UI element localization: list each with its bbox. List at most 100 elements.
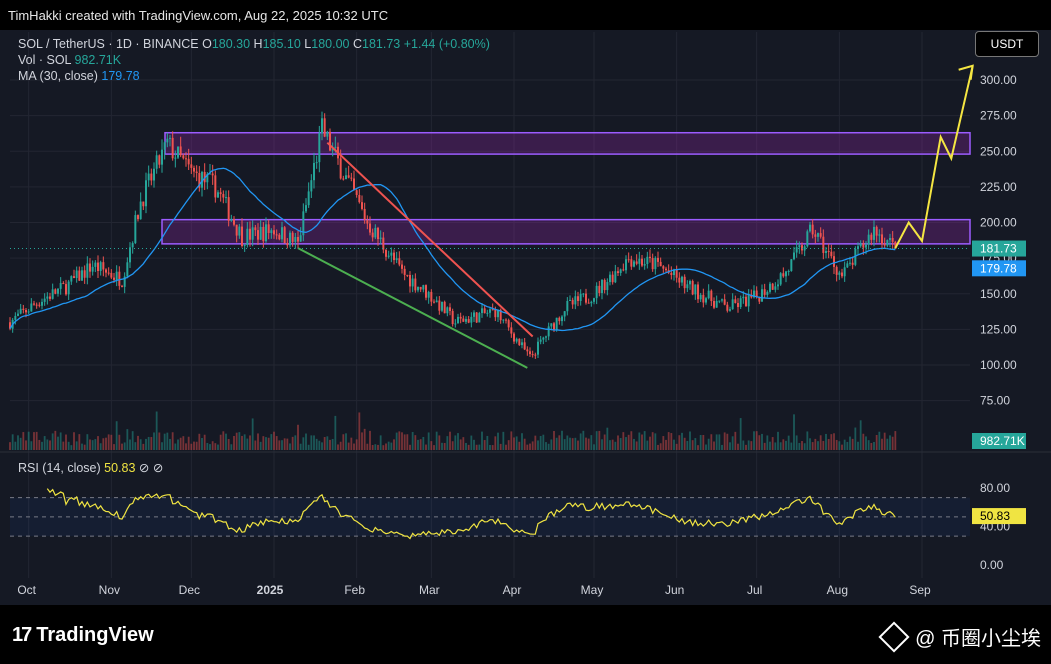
rsi-label[interactable]: RSI (14, close)	[18, 461, 101, 475]
volume-bar	[302, 437, 305, 450]
volume-bar	[155, 411, 158, 450]
volume-bar	[262, 436, 265, 450]
currency-button[interactable]: USDT	[975, 31, 1039, 57]
candle-body	[57, 288, 59, 294]
candle-body	[147, 173, 150, 181]
volume-bar	[137, 435, 139, 450]
symbol-label[interactable]: SOL / TetherUS · 1D · BINANCE	[18, 37, 199, 51]
rsi-tick-label: 0.00	[980, 558, 1004, 572]
volume-bar	[819, 435, 822, 450]
volume-bar	[515, 436, 518, 450]
volume-bar	[862, 433, 865, 450]
candle-body	[737, 302, 739, 308]
volume-bar	[894, 431, 897, 450]
candle-body	[214, 175, 217, 198]
volume-bar	[870, 443, 873, 450]
candle-body	[683, 276, 686, 289]
volume-bar	[737, 443, 739, 450]
volume-bar	[579, 433, 582, 450]
volume-bar	[299, 443, 302, 450]
volume-badge-bg	[972, 433, 1026, 449]
rsi-visibility-icons[interactable]: ⊘ ⊘	[138, 461, 164, 475]
candle-body	[779, 273, 782, 285]
volume-bar	[249, 435, 251, 450]
volume-bar	[321, 442, 323, 450]
time-tick-label: Aug	[827, 583, 848, 597]
candle-body	[465, 319, 467, 322]
candle-body	[726, 304, 729, 311]
volume-bar	[793, 414, 795, 450]
volume-bar	[697, 445, 699, 450]
volume-bar	[798, 442, 801, 450]
candle-body	[217, 192, 219, 198]
volume-label[interactable]: Vol · SOL	[18, 53, 72, 67]
volume-bar	[449, 431, 451, 450]
price-tick-label: 125.00	[980, 322, 1017, 336]
volume-bar	[734, 431, 737, 450]
candle-body	[619, 269, 622, 274]
volume-bar	[129, 439, 131, 450]
candle-body	[761, 289, 763, 302]
volume-bar	[43, 436, 46, 450]
candle-body	[110, 272, 113, 278]
volume-bar	[347, 442, 350, 450]
candle-body	[635, 261, 638, 264]
candle-body	[774, 286, 777, 290]
candle-body	[230, 219, 233, 221]
volume-bar	[721, 444, 723, 450]
volume-bar	[846, 441, 849, 450]
volume-bar	[201, 437, 203, 450]
candle-body	[150, 173, 153, 181]
volume-bar	[158, 432, 161, 450]
volume-bar	[891, 436, 894, 450]
candle-body	[190, 164, 193, 168]
volume-bar	[755, 431, 758, 450]
volume-bar	[665, 439, 667, 450]
diamond-logo-icon	[878, 620, 910, 653]
volume-bar	[883, 432, 886, 450]
volume-bar	[363, 428, 366, 450]
candle-body	[321, 118, 323, 134]
candle-body	[494, 309, 497, 318]
candle-body	[137, 215, 139, 220]
candle-body	[369, 223, 371, 233]
ma-label[interactable]: MA (30, close)	[18, 69, 98, 83]
candle-body	[593, 298, 595, 302]
volume-bar	[118, 434, 121, 450]
price-chart[interactable]: 300.00275.00250.00225.00200.00175.00150.…	[0, 0, 1051, 605]
volume-bar	[838, 441, 841, 450]
volume-bar	[374, 444, 377, 450]
volume-bar	[361, 432, 363, 450]
volume-bar	[494, 436, 497, 450]
candle-body	[102, 262, 105, 270]
candle-body	[307, 191, 310, 206]
volume-bar	[625, 437, 627, 450]
volume-bar	[518, 441, 521, 450]
candle-body	[99, 262, 102, 271]
candle-body	[350, 177, 353, 179]
volume-bar	[337, 444, 339, 450]
candle-body	[427, 291, 430, 298]
volume-bar	[827, 439, 830, 450]
candle-body	[851, 262, 854, 265]
volume-bar	[230, 444, 233, 450]
candle-body	[166, 138, 169, 143]
volume-value: 982.71K	[74, 53, 122, 67]
volume-bar	[283, 438, 286, 450]
volume-bar	[286, 438, 289, 450]
price-tick-label: 225.00	[980, 180, 1017, 194]
candle-body	[273, 230, 275, 235]
volume-bar	[417, 439, 419, 450]
candle-body	[449, 307, 451, 311]
candle-body	[385, 249, 387, 257]
volume-bar	[670, 433, 673, 450]
volume-bar	[438, 435, 441, 450]
candle-body	[825, 251, 827, 253]
candle-body	[777, 284, 779, 287]
volume-bar	[326, 436, 329, 450]
price-tick-label: 300.00	[980, 73, 1017, 87]
tradingview-brand[interactable]: 17 TradingView	[12, 624, 154, 647]
volume-bar	[91, 440, 94, 450]
candle-body	[467, 319, 470, 323]
candle-body	[59, 283, 62, 289]
